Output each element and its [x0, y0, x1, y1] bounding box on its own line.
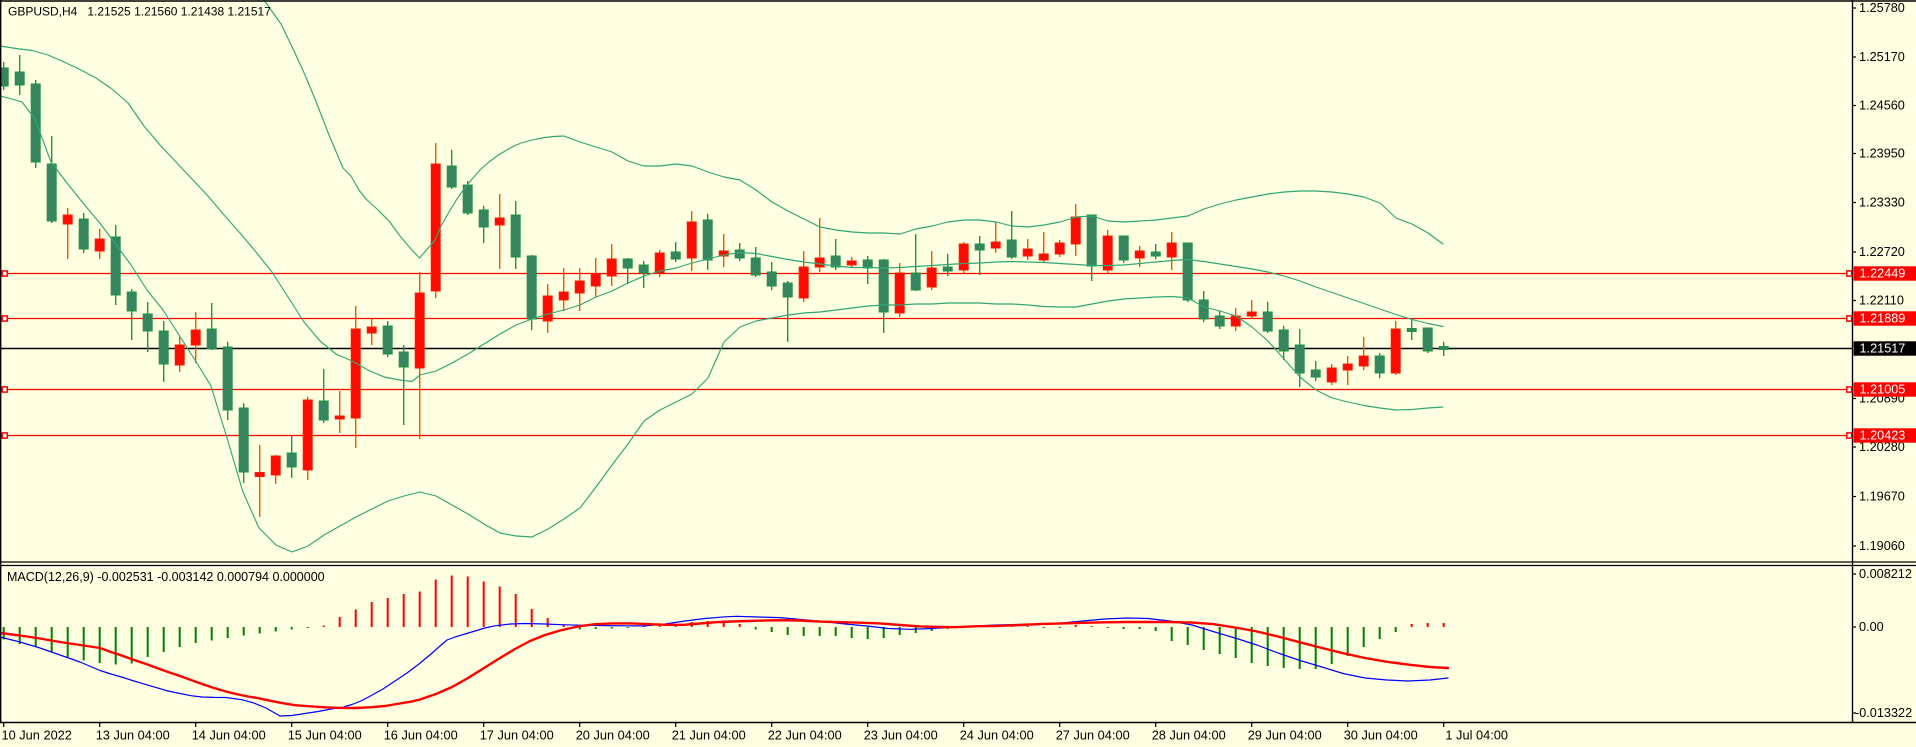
svg-text:1.22110: 1.22110	[1859, 294, 1904, 308]
svg-text:1.19060: 1.19060	[1859, 539, 1905, 553]
svg-text:MACD(12,26,9) -0.002531 -0.003: MACD(12,26,9) -0.002531 -0.003142 0.0007…	[7, 570, 325, 584]
svg-text:10 Jun 2022: 10 Jun 2022	[1, 728, 71, 743]
svg-text:16 Jun 04:00: 16 Jun 04:00	[384, 728, 458, 743]
svg-text:27 Jun 04:00: 27 Jun 04:00	[1056, 728, 1130, 743]
svg-text:24 Jun 04:00: 24 Jun 04:00	[960, 728, 1034, 743]
svg-text:1.23950: 1.23950	[1859, 147, 1905, 161]
svg-text:1.25780: 1.25780	[1859, 1, 1905, 15]
svg-text:28 Jun 04:00: 28 Jun 04:00	[1152, 728, 1226, 743]
svg-text:23 Jun 04:00: 23 Jun 04:00	[864, 728, 938, 743]
svg-text:20 Jun 04:00: 20 Jun 04:00	[576, 728, 650, 743]
svg-text:1.23330: 1.23330	[1859, 196, 1905, 210]
svg-text:13 Jun 04:00: 13 Jun 04:00	[96, 728, 170, 743]
svg-text:0.00: 0.00	[1859, 620, 1884, 634]
svg-text:1.21005: 1.21005	[1860, 383, 1906, 397]
svg-text:1.24560: 1.24560	[1859, 99, 1905, 113]
svg-text:17 Jun 04:00: 17 Jun 04:00	[480, 728, 554, 743]
svg-text:1 Jul 04:00: 1 Jul 04:00	[1445, 728, 1508, 743]
svg-text:0.008212: 0.008212	[1859, 567, 1912, 581]
svg-text:30 Jun 04:00: 30 Jun 04:00	[1344, 728, 1418, 743]
svg-text:1.22720: 1.22720	[1859, 245, 1905, 259]
svg-text:1.20280: 1.20280	[1859, 440, 1905, 454]
svg-text:1.25170: 1.25170	[1859, 50, 1905, 64]
svg-text:1.20423: 1.20423	[1860, 429, 1906, 443]
svg-text:15 Jun 04:00: 15 Jun 04:00	[288, 728, 362, 743]
svg-text:1.21889: 1.21889	[1860, 312, 1906, 326]
svg-text:1.21517: 1.21517	[1860, 342, 1906, 356]
svg-text:1.19670: 1.19670	[1859, 490, 1905, 504]
svg-text:GBPUSD,H4 1.21525 1.21560 1.: GBPUSD,H4 1.21525 1.21560 1.21438 1.2151…	[8, 5, 271, 19]
svg-text:21 Jun 04:00: 21 Jun 04:00	[672, 728, 746, 743]
svg-text:22 Jun 04:00: 22 Jun 04:00	[768, 728, 842, 743]
svg-text:1.22449: 1.22449	[1860, 267, 1906, 281]
svg-text:14 Jun 04:00: 14 Jun 04:00	[192, 728, 266, 743]
svg-text:-0.013322: -0.013322	[1855, 706, 1912, 720]
svg-text:29 Jun 04:00: 29 Jun 04:00	[1248, 728, 1322, 743]
